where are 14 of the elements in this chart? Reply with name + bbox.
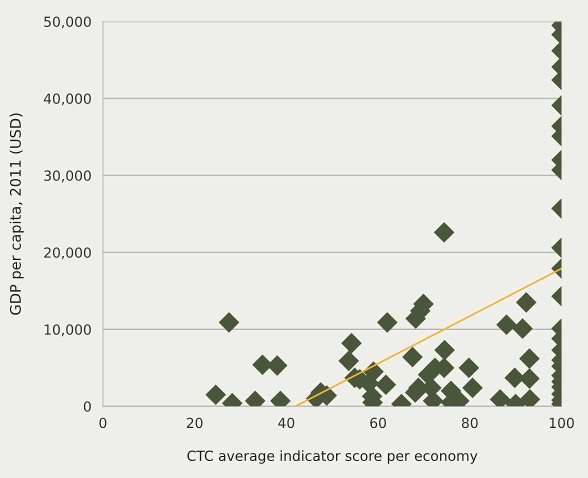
y-tick-label: 0 xyxy=(84,401,91,412)
y-axis-title: GDP per capita, 2011 (USD) xyxy=(10,114,24,315)
x-tick-label: 60 xyxy=(370,418,386,428)
x-axis-title: CTC average indicator score per economy xyxy=(187,450,478,464)
y-tick-label: 20,000 xyxy=(44,247,91,260)
y-tick-label: 30,000 xyxy=(44,170,91,182)
x-tick-label: 100 xyxy=(550,418,574,428)
x-tick-label: 80 xyxy=(462,418,478,428)
y-tick-label: 10,000 xyxy=(44,324,91,336)
y-tick-label: 40,000 xyxy=(44,93,91,106)
x-tick-label: 0 xyxy=(99,418,106,428)
y-tick-label: 50,000 xyxy=(44,16,91,28)
x-tick-label: 40 xyxy=(278,418,294,428)
x-tick-label: 20 xyxy=(186,418,203,428)
